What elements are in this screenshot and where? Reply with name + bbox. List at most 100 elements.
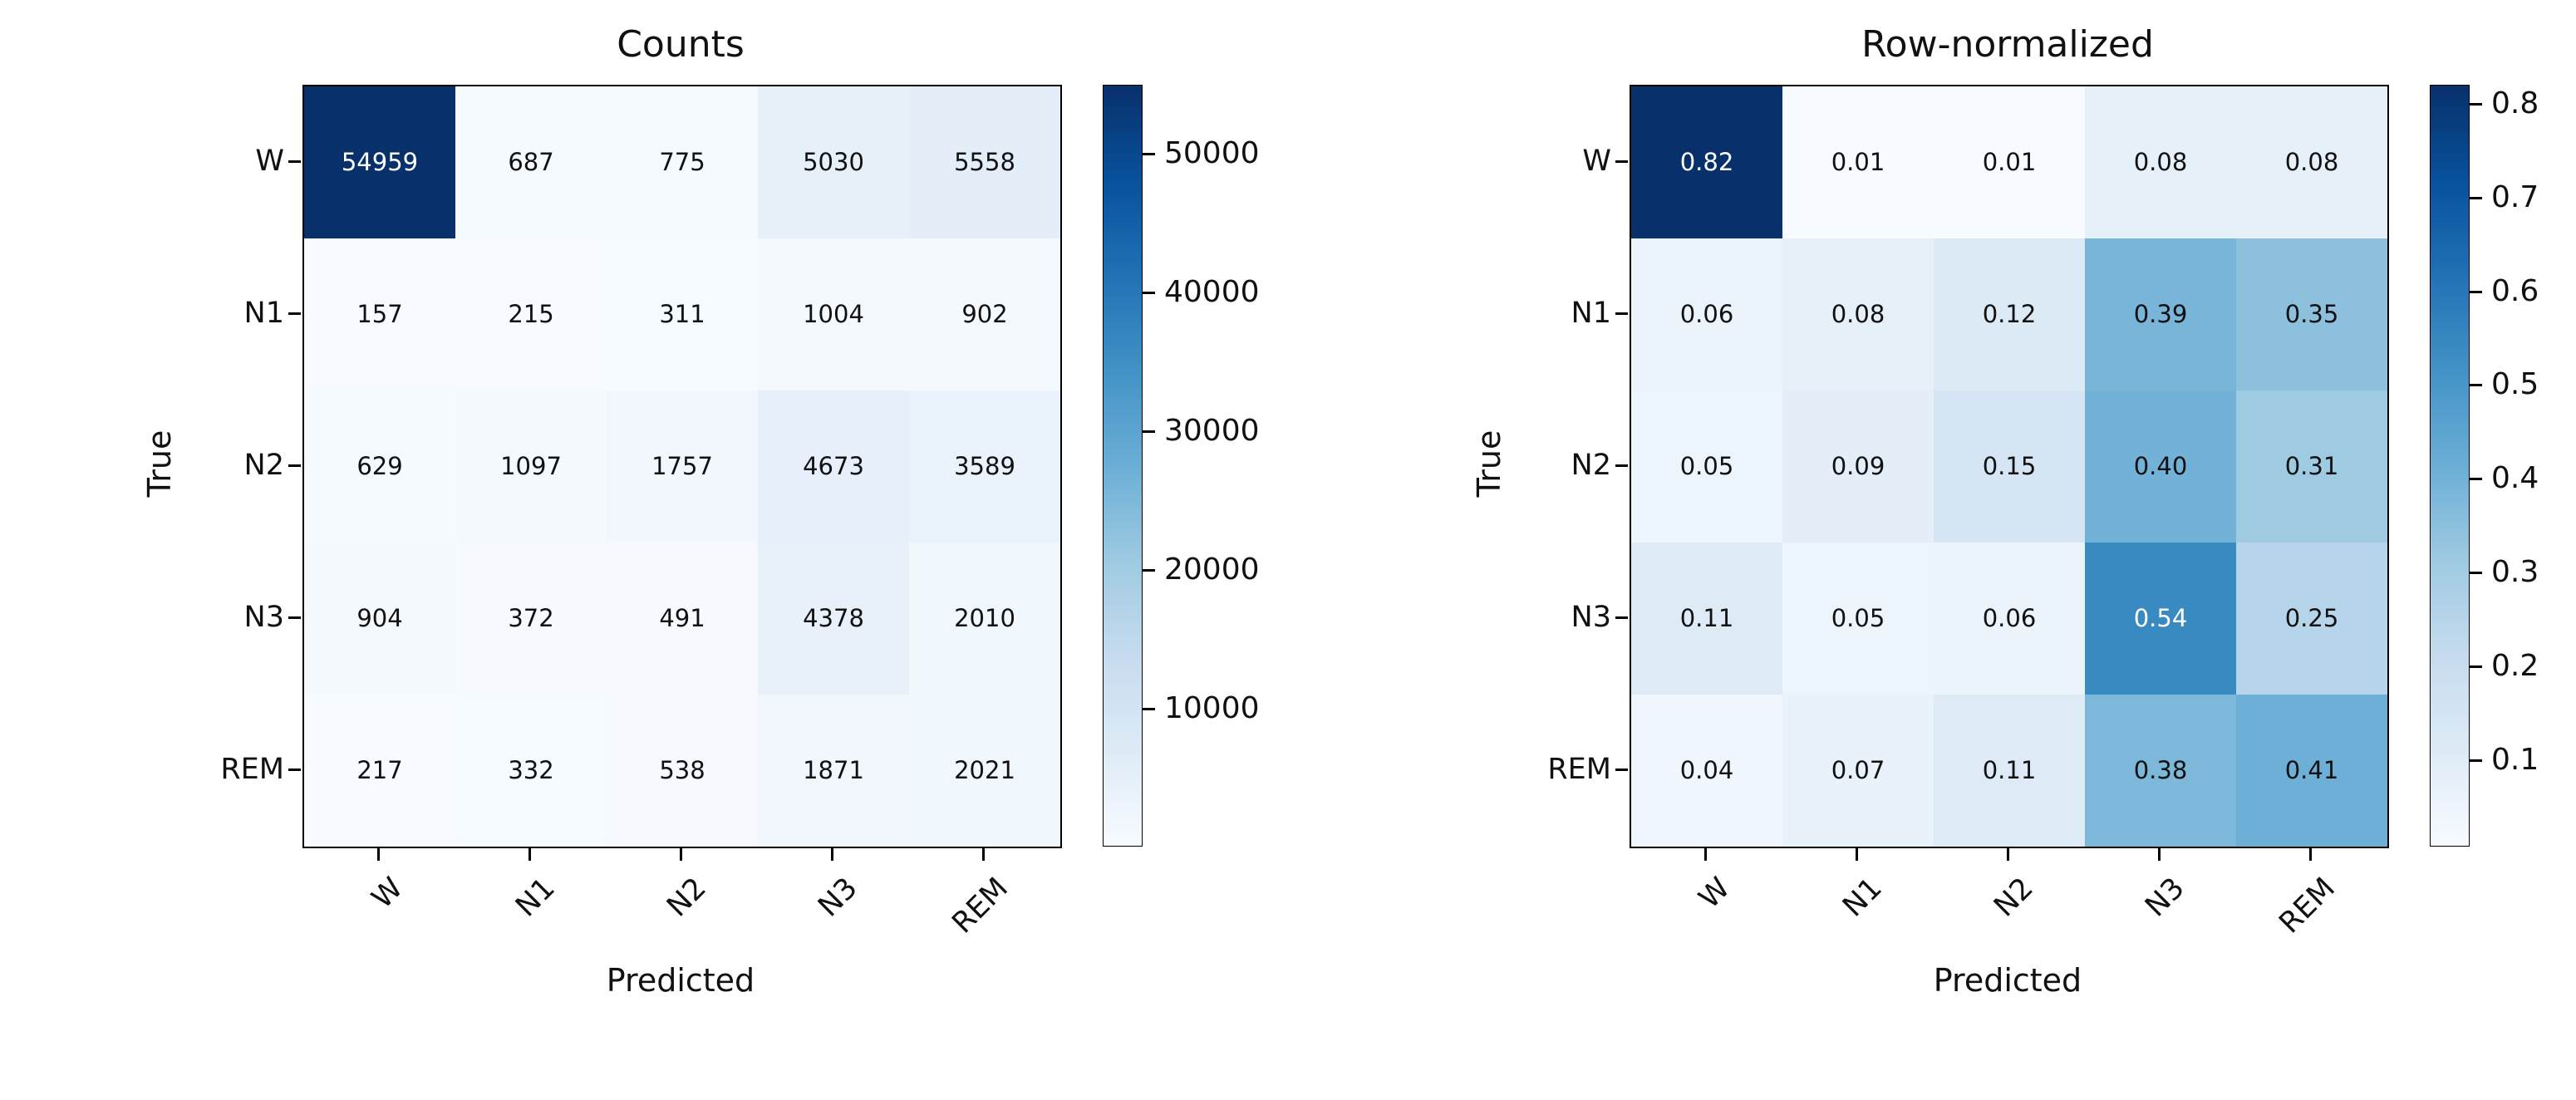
heatmap-cell: 775 [607,86,758,238]
heatmap-cell: 0.31 [2236,390,2387,543]
heatmap-cell: 0.05 [1631,390,1782,543]
heatmap-cell: 4673 [758,390,909,543]
heatmap-cell: 0.12 [1934,238,2085,390]
heatmap-cell: 0.38 [2085,695,2236,847]
heatmap-cell: 0.35 [2236,238,2387,390]
heatmap-cell: 2010 [909,543,1060,695]
colorbar-tick-label: 0.3 [2491,555,2539,590]
heatmap-cell: 215 [455,238,607,390]
colorbar-tick-label: 0.7 [2491,179,2539,214]
heatmap-cell: 0.82 [1631,86,1782,238]
y-tick-mark [288,160,301,163]
y-tick-mark [1615,616,1628,619]
panel-title-counts: Counts [617,23,745,66]
heatmap-cell: 902 [909,238,1060,390]
heatmap-cell: 0.01 [1782,86,1934,238]
y-tick-label: N1 [243,296,284,330]
x-tick-label: N3 [2138,872,2191,924]
heatmap-cell: 0.05 [1782,543,1934,695]
x-tick-mark [2158,848,2161,861]
heatmap-cell: 491 [607,543,758,695]
colorbar-tick-label: 0.1 [2491,743,2539,778]
x-tick-mark [680,848,682,861]
y-tick-mark [288,312,301,315]
heatmap-cell: 0.09 [1782,390,1934,543]
colorbar-tick-mark [2470,384,2482,387]
heatmap-cell: 0.39 [2085,238,2236,390]
heatmap-cell: 0.06 [1934,543,2085,695]
heatmap-cell: 5558 [909,86,1060,238]
heatmap-cell: 54959 [304,86,455,238]
heatmap-cell: 0.41 [2236,695,2387,847]
colorbar-tick-mark [1143,707,1155,710]
heatmap-cell: 1097 [455,390,607,543]
colorbar-tick-mark [2470,478,2482,481]
heatmap-cell: 1871 [758,695,909,847]
heatmap-cell: 538 [607,695,758,847]
x-tick-mark [1704,848,1707,861]
heatmap-cell: 1004 [758,238,909,390]
x-axis-label: Predicted [606,962,755,999]
panel-title-row-normalized: Row-normalized [1861,23,2154,66]
colorbar-tick-mark [1143,568,1155,572]
heatmap-cell: 0.08 [2085,86,2236,238]
y-tick-label: REM [1547,752,1611,786]
heatmap-axes: 0.82 0.01 0.01 0.08 0.08 0.06 0.08 0.12 0.39 0.35… [1630,85,2389,848]
x-tick-mark [1856,848,1858,861]
heatmap-cell: 0.25 [2236,543,2387,695]
colorbar-tick-label: 10000 [1164,690,1260,725]
colorbar-tick-mark [2470,196,2482,199]
colorbar-tick-mark [2470,759,2482,763]
y-tick-mark [1615,464,1628,467]
colorbar-tick-label: 0.4 [2491,461,2539,496]
colorbar-tick-mark [2470,572,2482,575]
heatmap-cell: 1757 [607,390,758,543]
heatmap-cell: 2021 [909,695,1060,847]
y-tick-mark [288,464,301,467]
heatmap-cell: 0.01 [1934,86,2085,238]
y-tick-mark [288,768,301,771]
x-tick-mark [2309,848,2312,861]
heatmap-cell: 4378 [758,543,909,695]
colorbar-tick-label: 0.8 [2491,86,2539,120]
colorbar-tick-label: 0.2 [2491,649,2539,684]
heatmap-cell: 0.07 [1782,695,1934,847]
y-tick-label: N2 [243,448,284,482]
colorbar-tick-label: 30000 [1164,413,1260,448]
colorbar-tick-mark [1143,152,1155,155]
colorbar-tick-label: 0.5 [2491,367,2539,402]
y-tick-label: N3 [1571,600,1611,634]
y-tick-mark [1615,768,1628,771]
heatmap-cell: 0.04 [1631,695,1782,847]
y-tick-label: N1 [1571,296,1611,330]
x-tick-label: N1 [1836,872,1889,924]
x-tick-label: REM [946,872,1015,940]
x-tick-mark [982,848,985,861]
heatmap-cell: 5030 [758,86,909,238]
y-tick-label: W [1582,144,1611,178]
colorbar-tick-mark [1143,291,1155,294]
colorbar-tick-mark [2470,665,2482,669]
y-tick-mark [288,616,301,619]
heatmap-cell: 0.15 [1934,390,2085,543]
x-tick-mark [831,848,833,861]
colorbar [2430,85,2470,847]
x-tick-label: W [366,872,410,916]
heatmap-cell: 904 [304,543,455,695]
heatmap-axes: 54959 687 775 5030 5558 157 215 311 1004 902 629 10… [302,85,1062,848]
x-tick-label: N2 [660,872,713,924]
y-tick-mark [1615,312,1628,315]
colorbar-tick-mark [2470,102,2482,106]
colorbar-tick-mark [2470,290,2482,293]
colorbar-tick-label: 20000 [1164,552,1260,587]
colorbar-tick-label: 50000 [1164,135,1260,170]
heatmap-cell: 3589 [909,390,1060,543]
heatmap-cell: 0.06 [1631,238,1782,390]
y-tick-label: N2 [1571,448,1611,482]
heatmap-cell: 0.11 [1631,543,1782,695]
x-axis-label: Predicted [1933,962,2082,999]
y-tick-label: REM [220,752,284,786]
heatmap-cell: 0.54 [2085,543,2236,695]
y-tick-label: N3 [243,600,284,634]
